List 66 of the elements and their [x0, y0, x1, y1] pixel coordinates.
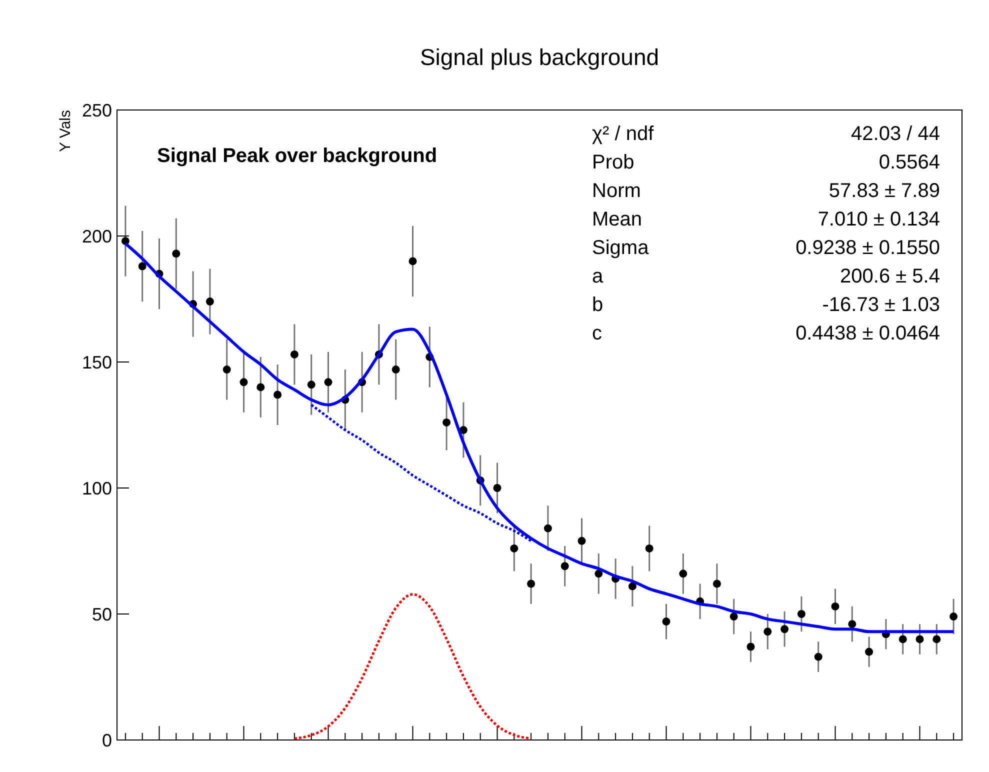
- point: [240, 378, 248, 386]
- point: [594, 570, 603, 578]
- point: [730, 612, 738, 621]
- line-series: [310, 404, 532, 542]
- point: [172, 250, 180, 258]
- point: [916, 635, 924, 644]
- point: [290, 350, 298, 358]
- point: [493, 484, 502, 492]
- point: [679, 570, 688, 578]
- point: [408, 257, 417, 266]
- annotation: 200.6 ± 5.4: [840, 266, 940, 288]
- point: [932, 635, 941, 644]
- point: [831, 602, 840, 610]
- y-tick-label: 0: [102, 730, 112, 750]
- y-tick-label: 50: [92, 604, 112, 624]
- annotation: -16.73 ± 1.03: [822, 294, 940, 316]
- y-tick-label: 250: [82, 100, 112, 120]
- text: Signal Peak over background: [157, 145, 438, 167]
- point: [222, 366, 231, 374]
- annotation: 57.83 ± 7.89: [828, 180, 940, 202]
- point: [510, 544, 518, 552]
- point: [442, 418, 451, 426]
- y-axis-title: Y Vals: [57, 110, 74, 152]
- point: [544, 524, 552, 532]
- annotation: 42.03 / 44: [851, 123, 940, 145]
- point: [307, 380, 316, 389]
- point: [392, 366, 400, 374]
- y-tick-label: 150: [82, 352, 112, 372]
- point: [527, 580, 536, 588]
- point: [780, 625, 789, 634]
- annotation: 0.4438 ± 0.0464: [796, 322, 940, 344]
- point: [324, 378, 332, 386]
- y-tick-label: 100: [82, 478, 112, 498]
- line-series: [293, 593, 532, 740]
- point: [746, 642, 755, 651]
- point: [645, 544, 654, 552]
- point: [950, 612, 958, 621]
- point: [274, 390, 282, 399]
- point: [459, 426, 468, 434]
- point: [898, 635, 907, 644]
- point: [797, 610, 806, 618]
- annotation: Prob: [592, 152, 634, 174]
- annotation: Mean: [592, 208, 642, 230]
- point: [865, 648, 874, 656]
- point: [138, 262, 146, 270]
- point: [712, 580, 721, 588]
- annotation: Norm: [592, 180, 641, 202]
- point: [256, 383, 265, 392]
- point: [206, 298, 214, 306]
- annotation: Sigma: [592, 237, 650, 259]
- annotation: 7.010 ± 0.134: [818, 208, 940, 230]
- annotation: a: [592, 266, 604, 288]
- point: [628, 582, 636, 590]
- point: [578, 536, 586, 545]
- y-tick-label: 200: [82, 226, 112, 246]
- point: [764, 628, 772, 636]
- annotation: χ² / ndf: [592, 123, 654, 145]
- point: [848, 620, 856, 628]
- annotation: 0.9238 ± 0.1550: [796, 237, 940, 259]
- annotation: 0.5564: [878, 152, 940, 174]
- point: [662, 618, 670, 626]
- point: [560, 562, 569, 570]
- annotation: b: [592, 294, 604, 316]
- chart-title: Signal plus background: [420, 44, 660, 70]
- point: [814, 652, 822, 661]
- annotation: c: [592, 322, 602, 344]
